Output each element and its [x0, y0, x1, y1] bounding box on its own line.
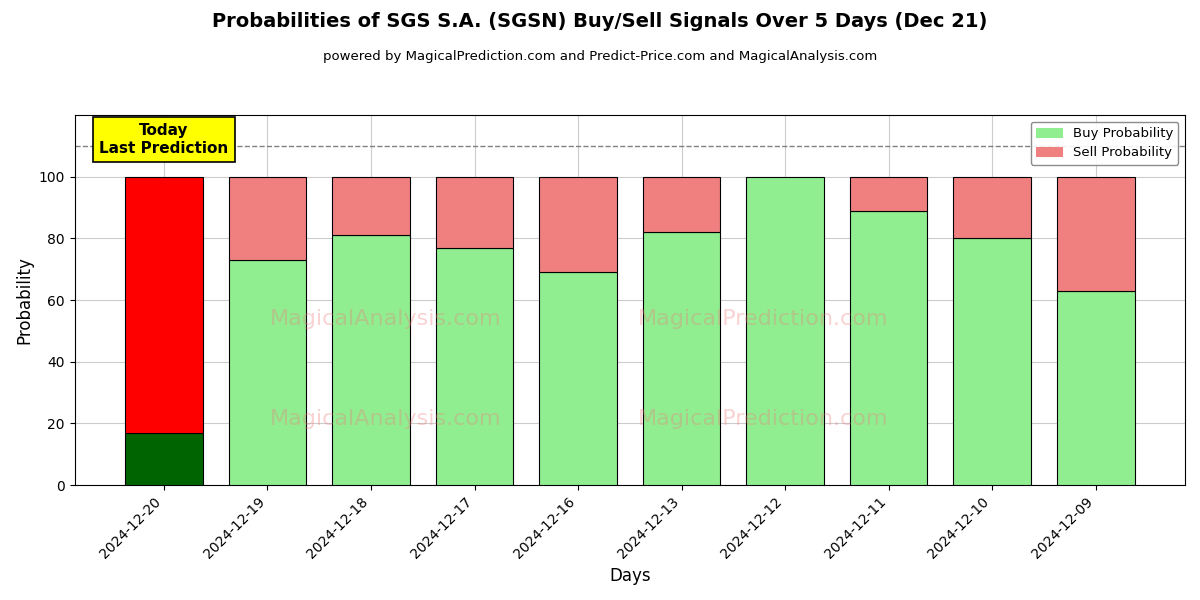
Text: MagicalPrediction.com: MagicalPrediction.com — [638, 409, 888, 428]
Bar — [953, 238, 1031, 485]
Text: Probabilities of SGS S.A. (SGSN) Buy/Sell Signals Over 5 Days (Dec 21): Probabilities of SGS S.A. (SGSN) Buy/Sel… — [212, 12, 988, 31]
X-axis label: Days: Days — [610, 567, 650, 585]
Bar — [643, 232, 720, 485]
Bar — [332, 176, 410, 235]
Bar — [125, 433, 203, 485]
Bar — [746, 176, 824, 485]
Bar — [643, 176, 720, 232]
Bar — [332, 235, 410, 485]
Bar — [539, 272, 617, 485]
Bar — [436, 248, 514, 485]
Text: MagicalAnalysis.com: MagicalAnalysis.com — [270, 308, 502, 329]
Legend: Buy Probability, Sell Probability: Buy Probability, Sell Probability — [1031, 122, 1178, 165]
Text: MagicalPrediction.com: MagicalPrediction.com — [638, 308, 888, 329]
Bar — [539, 176, 617, 272]
Bar — [229, 260, 306, 485]
Bar — [125, 176, 203, 433]
Bar — [953, 176, 1031, 238]
Bar — [1057, 291, 1134, 485]
Text: MagicalAnalysis.com: MagicalAnalysis.com — [270, 409, 502, 428]
Bar — [850, 211, 928, 485]
Text: powered by MagicalPrediction.com and Predict-Price.com and MagicalAnalysis.com: powered by MagicalPrediction.com and Pre… — [323, 50, 877, 63]
Bar — [850, 176, 928, 211]
Y-axis label: Probability: Probability — [16, 256, 34, 344]
Text: Today
Last Prediction: Today Last Prediction — [100, 124, 228, 156]
Bar — [1057, 176, 1134, 291]
Bar — [436, 176, 514, 248]
Bar — [229, 176, 306, 260]
